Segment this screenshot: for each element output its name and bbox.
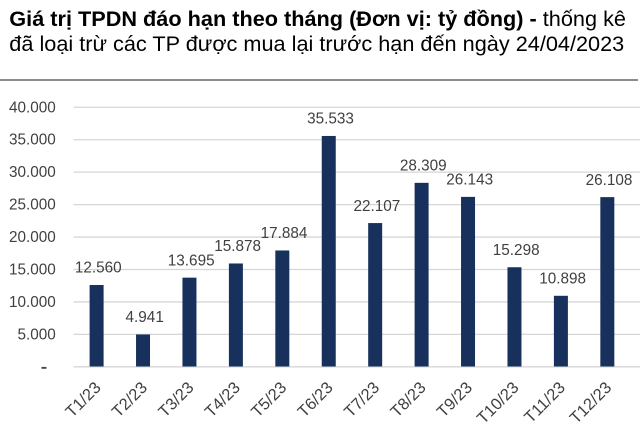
svg-text:40.000: 40.000 <box>9 99 56 116</box>
svg-text:4.941: 4.941 <box>126 309 164 326</box>
svg-text:17.884: 17.884 <box>261 225 308 242</box>
svg-text:T4/23: T4/23 <box>202 379 244 421</box>
svg-text:10.000: 10.000 <box>9 294 56 311</box>
svg-text:T12/23: T12/23 <box>567 379 616 428</box>
svg-text:26.108: 26.108 <box>586 172 633 189</box>
svg-text:T8/23: T8/23 <box>387 379 429 421</box>
svg-text:22.107: 22.107 <box>354 198 401 215</box>
svg-text:15.000: 15.000 <box>9 262 56 279</box>
svg-text:T11/23: T11/23 <box>521 379 569 427</box>
svg-text:25.000: 25.000 <box>9 197 56 214</box>
svg-text:10.898: 10.898 <box>539 271 586 288</box>
svg-text:T5/23: T5/23 <box>248 379 290 421</box>
svg-text:12.560: 12.560 <box>75 260 122 277</box>
svg-text:28.309: 28.309 <box>400 158 447 175</box>
svg-text:T6/23: T6/23 <box>294 379 336 421</box>
svg-text:26.143: 26.143 <box>446 172 493 189</box>
svg-text:20.000: 20.000 <box>9 229 56 246</box>
svg-text:15.298: 15.298 <box>493 242 540 259</box>
svg-text:35.533: 35.533 <box>307 111 354 128</box>
svg-text:T3/23: T3/23 <box>155 379 197 421</box>
svg-text:5.000: 5.000 <box>18 326 56 343</box>
svg-text:T10/23: T10/23 <box>474 379 523 428</box>
svg-text:T7/23: T7/23 <box>341 379 383 421</box>
svg-text:T9/23: T9/23 <box>434 379 476 421</box>
svg-text:15.878: 15.878 <box>214 238 261 255</box>
svg-text:35.000: 35.000 <box>9 132 56 149</box>
svg-text:13.695: 13.695 <box>168 252 215 269</box>
svg-text:30.000: 30.000 <box>9 164 56 181</box>
svg-text:T2/23: T2/23 <box>109 379 151 421</box>
svg-text:T1/23: T1/23 <box>62 379 104 421</box>
